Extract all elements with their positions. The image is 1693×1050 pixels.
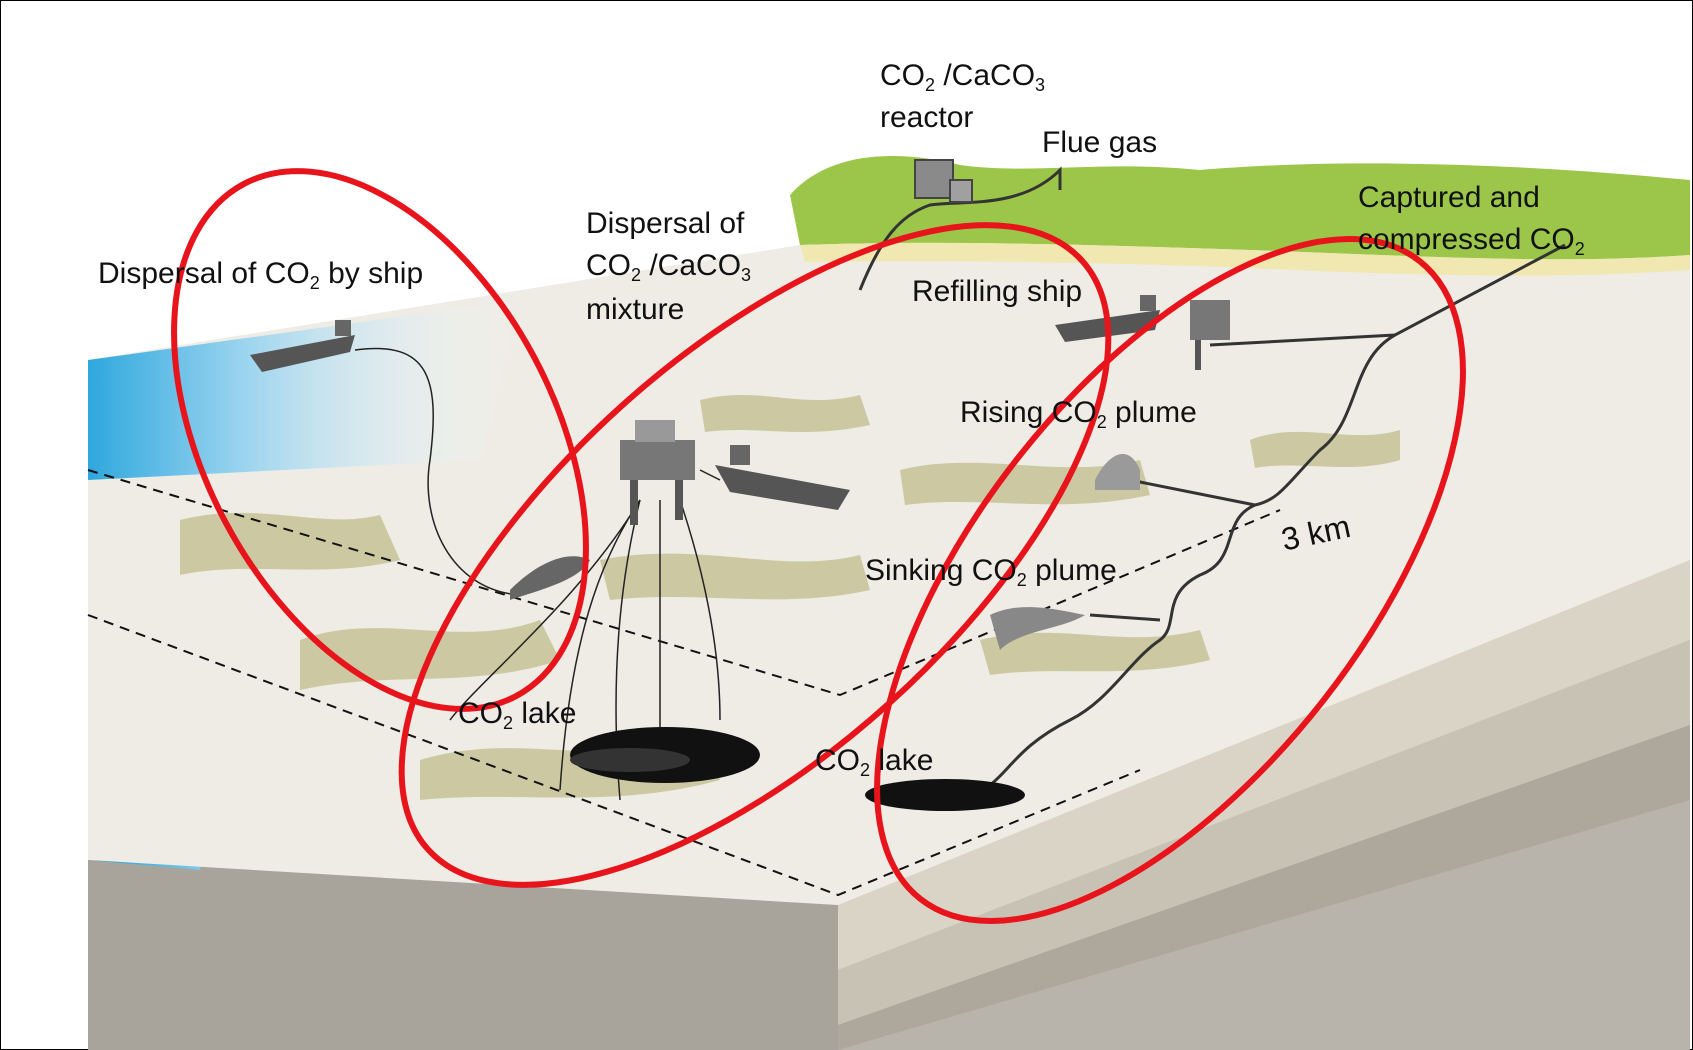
captured-label-line1: Captured and [1358, 181, 1540, 214]
reactor-label-line1: CO2 /CaCO3 [880, 59, 1046, 95]
plumes [510, 453, 1140, 650]
cables [354, 347, 721, 801]
block-right-face [838, 300, 1690, 1050]
dispersal-mixture-line3: mixture [586, 293, 685, 326]
flue-gas-label: Flue gas [1042, 126, 1158, 159]
coastline-land [790, 156, 1690, 276]
dispersal-mixture-line1: Dispersal of [586, 207, 745, 240]
co2-lake-left [570, 727, 760, 783]
dispersal-ship-label: Dispersal of CO2 by ship [98, 257, 424, 293]
highlight-ellipse-pipeline [874, 236, 1466, 924]
sinking-plume-label: Sinking CO2 plume [865, 554, 1117, 590]
depth-lines [87, 469, 1281, 897]
ship-icon [250, 320, 355, 372]
co2-lake-right-label: CO2 lake [815, 744, 934, 780]
highlight-ellipse-ship [171, 168, 589, 712]
seafloor-surface [88, 245, 1690, 905]
platform-icon [620, 300, 1230, 525]
rising-plume-label: Rising CO2 plume [960, 396, 1197, 432]
co2-lake-right [865, 779, 1025, 811]
reactor-label-line2: reactor [880, 101, 974, 134]
reactor-icon [914, 159, 973, 203]
refilling-ship-label: Refilling ship [912, 275, 1083, 308]
highlight-ellipses [171, 168, 1466, 924]
captured-label-line2: compressed CO2 [1358, 223, 1585, 259]
dispersal-mixture-line2: CO2 /CaCO3 [586, 249, 752, 285]
ship-icon [715, 445, 850, 510]
co2-lake-left-label: CO2 lake [458, 697, 577, 733]
